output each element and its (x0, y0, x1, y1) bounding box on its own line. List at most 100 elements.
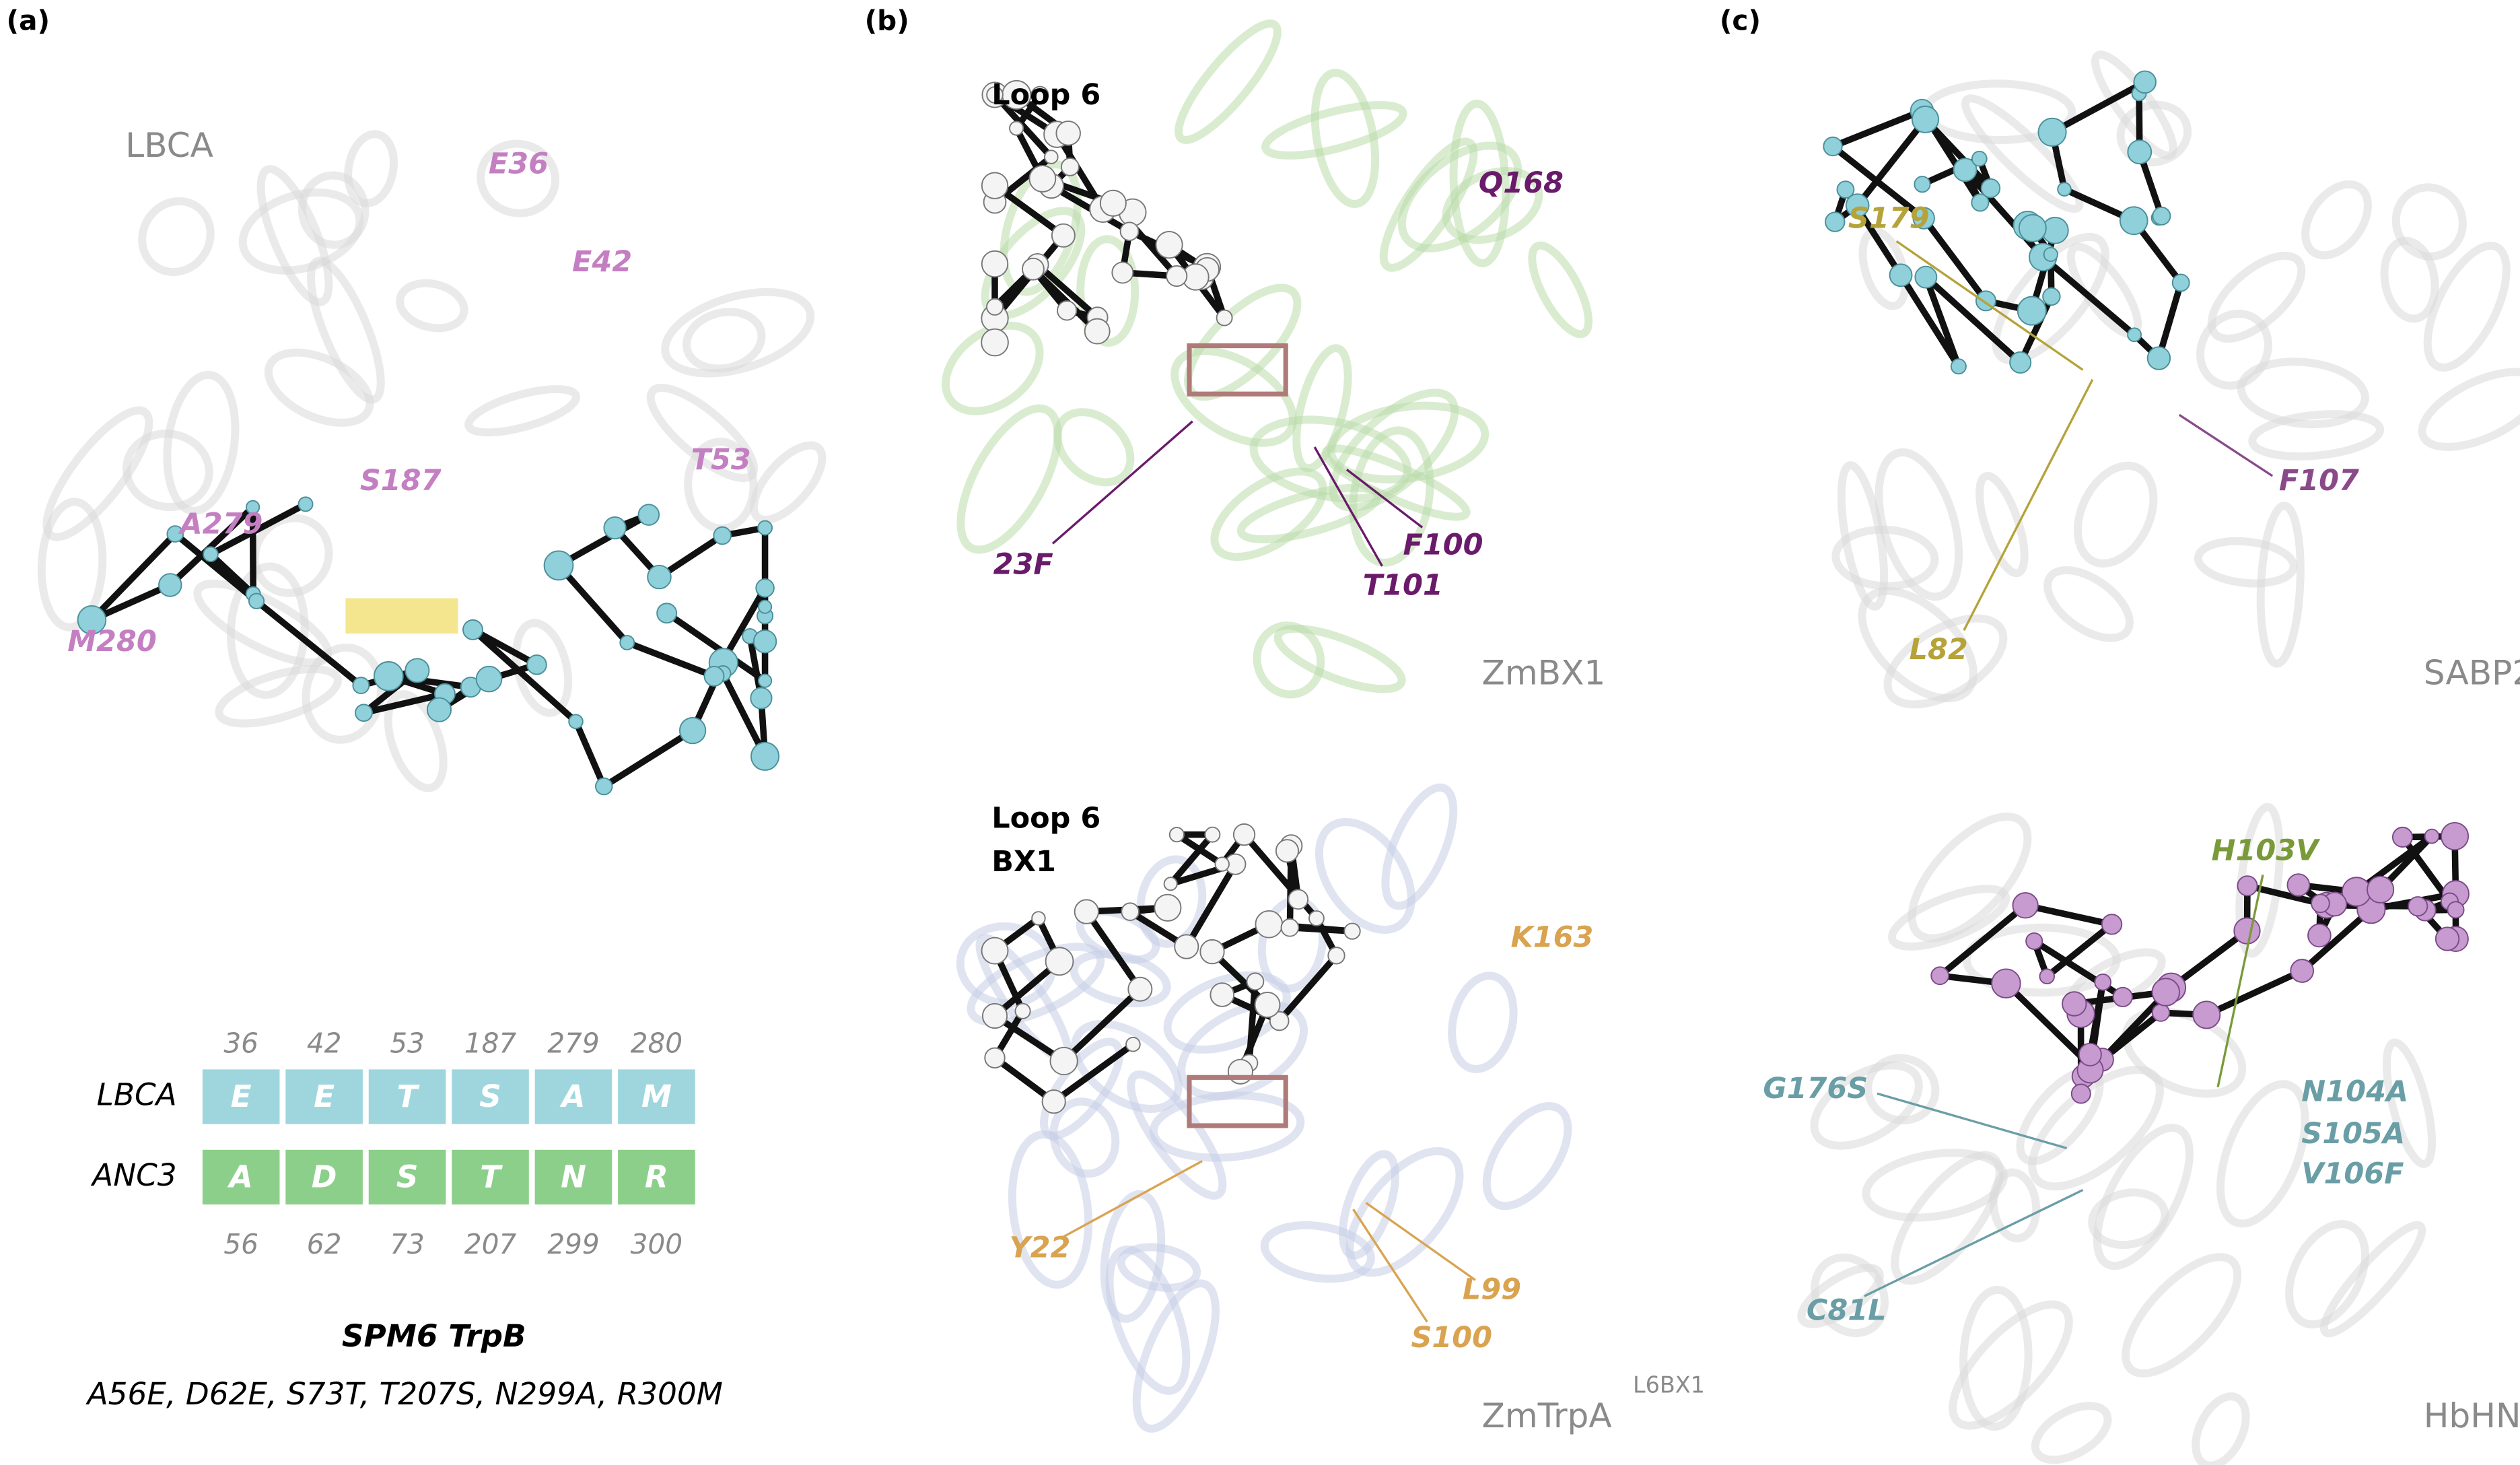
ligand (1187, 343, 1288, 397)
leader-line (1895, 240, 2084, 371)
helix-ribbon (2043, 566, 2134, 642)
residue-cell (618, 1149, 695, 1205)
helix-ribbon (1875, 448, 1963, 601)
residue-node (755, 578, 775, 598)
residue-node (1254, 991, 1281, 1018)
helix-ribbon (1349, 426, 1434, 567)
residue-node (2112, 986, 2133, 1008)
helix-ribbon (1887, 885, 2010, 951)
residue-node (1889, 263, 1913, 287)
residue-label: T53 (691, 443, 751, 477)
residue-letter: D (312, 1159, 337, 1194)
helix-ribbon (1397, 141, 1523, 252)
residue-node (1163, 877, 1178, 891)
residue-node (2078, 1042, 2102, 1066)
residue-node (1308, 910, 1325, 926)
residue-node (1009, 121, 1024, 136)
helix-ribbon (2073, 461, 2158, 568)
residue-cell (534, 1149, 612, 1205)
helix-ribbon (1076, 235, 1140, 347)
helix-ribbon (2301, 180, 2372, 260)
residue-node (2146, 346, 2171, 370)
residue-node (1227, 1058, 1253, 1085)
loop-label: Loop 6 (991, 78, 1100, 112)
residue-node (1044, 149, 1059, 164)
residue-node (986, 298, 1004, 316)
residue-node (1028, 164, 1057, 193)
helix-ribbon (256, 165, 333, 306)
helix-ribbon (1170, 347, 1297, 447)
leader-line (1365, 1202, 1476, 1281)
residue-node (2233, 917, 2261, 945)
loop-label: Loop 6 (991, 802, 1100, 836)
residue-node (2286, 873, 2311, 897)
helix-ribbon (2319, 1221, 2426, 1338)
residue-node (1971, 193, 1990, 212)
loop-label: BX1 (991, 845, 1056, 879)
residue-node (2152, 206, 2171, 226)
residue-node (166, 525, 184, 543)
helix-ribbon (1273, 624, 1406, 693)
residue-node (1121, 902, 1140, 921)
helix-ribbon (1053, 408, 1135, 487)
residue-node (758, 599, 773, 614)
helix-ribbon (956, 404, 1062, 554)
helix-ribbon (1132, 1279, 1220, 1433)
residue-node (1204, 826, 1221, 843)
helix-ribbon (1448, 972, 1518, 1073)
residue-node (1343, 922, 1361, 940)
helix-ribbon (1210, 467, 1327, 561)
residue-label: N104A (2301, 1075, 2408, 1109)
residue-node (703, 665, 725, 687)
residue-node (543, 550, 574, 581)
residue-node (1980, 178, 2001, 199)
helix-ribbon (2116, 100, 2192, 167)
panel-label: (b) (865, 4, 909, 36)
helix-ribbon (1442, 167, 1543, 244)
residue-node (1014, 1002, 1031, 1019)
residue-label: F107 (2279, 464, 2359, 498)
residue-node (1084, 318, 1111, 345)
residue-node (2408, 896, 2428, 917)
residue-node (1125, 1036, 1141, 1052)
residue-node (2447, 901, 2465, 919)
residue-node (2101, 914, 2123, 935)
residue-node (1022, 257, 1045, 281)
residue-node (475, 665, 503, 693)
helix-ribbon (215, 665, 342, 728)
residue-node (2435, 926, 2460, 951)
residue-node (984, 1047, 1006, 1068)
residue-letter: E (231, 1079, 252, 1114)
leader-line (1864, 1189, 2084, 1297)
helix-ribbon (1528, 241, 1593, 339)
residue-node (1060, 157, 1080, 176)
residue-node (1051, 223, 1076, 248)
residue-node (1823, 136, 1843, 157)
leader-line (1877, 1092, 2068, 1150)
helix-ribbon (226, 562, 309, 700)
position-number: 187 (464, 1027, 517, 1060)
residue-node (355, 704, 373, 722)
leader-line (2216, 875, 2264, 1088)
residue-node (1269, 1011, 1290, 1031)
helix-ribbon (37, 498, 107, 632)
residue-node (2042, 287, 2061, 306)
residue-node (1216, 309, 1233, 327)
helix-ribbon (1962, 923, 2121, 997)
residue-node (2062, 991, 2087, 1017)
position-number: 56 (223, 1228, 258, 1260)
helix-ribbon (2031, 1402, 2112, 1464)
helix-ribbon (682, 308, 766, 373)
helix-ribbon (2216, 1080, 2309, 1228)
residue-node (2311, 893, 2330, 914)
residue-node (2192, 1000, 2221, 1029)
residue-node (298, 496, 314, 512)
residue-label: E42 (572, 245, 632, 279)
position-number: 53 (390, 1027, 425, 1060)
residue-node (981, 328, 1009, 357)
residue-node (462, 619, 483, 640)
helix-ribbon (42, 406, 153, 541)
residue-node (647, 564, 672, 590)
helix-ribbon (2093, 1124, 2194, 1270)
residue-node (1055, 121, 1081, 146)
